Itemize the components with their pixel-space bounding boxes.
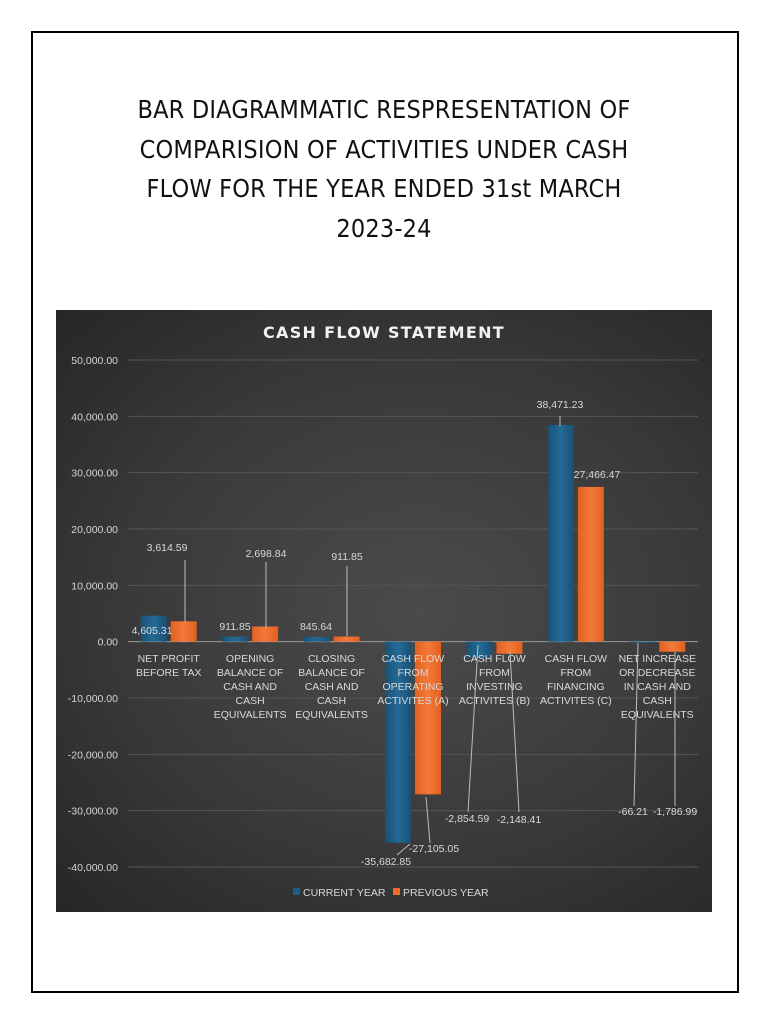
y-tick-label: -30,000.00 <box>68 806 118 818</box>
category-label: CASH FLOW <box>463 653 526 665</box>
category-label: CASH FLOW <box>382 653 445 665</box>
title-line: FLOW FOR THE YEAR ENDED 31st MARCH <box>146 174 622 203</box>
y-tick-label: 30,000.00 <box>71 468 118 480</box>
category-label: ACTIVITES (C) <box>540 695 612 707</box>
legend-label-previous-year: PREVIOUS YEAR <box>403 887 489 899</box>
category-label: CLOSING <box>308 653 355 665</box>
chart-panel: CASH FLOW STATEMENT 50,000.00 40,000.00 30… <box>56 310 712 912</box>
data-label-current-year: 845.64 <box>300 621 332 633</box>
title-line: BAR DIAGRAMMATIC RESPRESENTATION OF <box>137 95 631 124</box>
category-label: FROM <box>560 667 591 679</box>
category-label: CASH AND <box>305 681 359 693</box>
category-label: CASH AND <box>223 681 277 693</box>
category-label: NET PROFIT <box>138 653 201 665</box>
data-label-current-year: 4,605.31 <box>132 625 173 637</box>
data-label-current-year: 38,471.23 <box>537 399 584 411</box>
bar-previous-year <box>415 641 441 795</box>
bar-previous-year <box>333 636 360 642</box>
category-label: EQUIVALENTS <box>295 709 368 721</box>
category-label: BALANCE OF <box>217 667 284 679</box>
category-label: EQUIVALENTS <box>621 709 694 721</box>
data-label-previous-year: 2,698.84 <box>246 548 287 560</box>
chart-title: CASH FLOW STATEMENT <box>263 323 505 342</box>
category-label: BALANCE OF <box>298 667 365 679</box>
data-label-current-year: -35,682.85 <box>361 856 411 868</box>
bar-chart: CASH FLOW STATEMENT 50,000.00 40,000.00 30… <box>68 323 698 899</box>
y-tick-label: -20,000.00 <box>68 749 118 761</box>
bar-current-year <box>547 424 574 642</box>
bar-current-year <box>303 636 330 642</box>
data-label-current-year: -66.21 <box>618 806 648 818</box>
category-label: CASH FLOW <box>545 653 608 665</box>
category-label: NET INCREASE <box>619 653 696 665</box>
category-label: CASH <box>236 695 265 707</box>
category-label: ACTIVITES (B) <box>459 695 530 707</box>
y-tick-label: 0.00 <box>98 637 119 649</box>
data-label-previous-year: 911.85 <box>331 551 362 563</box>
category-label: OR DECREASE <box>619 667 695 679</box>
category-label: OPERATING <box>382 681 443 693</box>
y-tick-label: 40,000.00 <box>71 411 118 423</box>
category-label: FROM <box>398 667 429 679</box>
category-label: INVESTING <box>466 681 523 693</box>
data-label-previous-year: 27,466.47 <box>574 469 621 481</box>
y-tick-label: 50,000.00 <box>71 355 118 367</box>
page-border <box>31 31 739 993</box>
data-label-previous-year: 3,614.59 <box>147 542 188 554</box>
bar-current-year <box>466 641 493 658</box>
bar-previous-year <box>170 621 197 642</box>
category-label: OPENING <box>226 653 274 665</box>
legend-swatch-current-year <box>293 888 300 895</box>
bar-current-year <box>222 636 249 642</box>
y-tick-label: -40,000.00 <box>68 862 118 874</box>
legend-label-current-year: CURRENT YEAR <box>303 887 386 899</box>
category-label: FROM <box>479 667 510 679</box>
category-label: EQUIVALENTS <box>214 709 287 721</box>
data-label-current-year: -2,854.59 <box>445 813 490 825</box>
document-title: BAR DIAGRAMMATIC RESPRESENTATION OF COMP… <box>60 90 708 248</box>
title-line: 2023-24 <box>336 213 432 243</box>
y-tick-label: 10,000.00 <box>71 580 118 592</box>
bar-current-year <box>385 641 411 843</box>
bar-current-year <box>629 641 656 643</box>
category-label: FINANCING <box>547 681 605 693</box>
category-label: CASH <box>643 695 672 707</box>
bar-current-year <box>140 615 167 642</box>
bar-previous-year <box>252 626 279 642</box>
y-tick-label: 20,000.00 <box>71 524 118 536</box>
data-label-previous-year: -27,105.05 <box>409 843 459 855</box>
leader-line <box>509 651 520 813</box>
bar-previous-year <box>659 641 686 652</box>
data-label-previous-year: -2,148.41 <box>497 814 542 826</box>
title-line: COMPARISION OF ACTIVITIES UNDER CASH <box>139 134 629 164</box>
leader-line <box>467 644 479 813</box>
y-tick-label: -10,000.00 <box>68 693 118 705</box>
category-label: CASH <box>317 695 346 707</box>
leader-line <box>425 796 431 844</box>
legend-swatch-previous-year <box>393 888 400 895</box>
bar-previous-year <box>496 641 523 654</box>
category-label: IN CASH AND <box>624 681 692 693</box>
leader-line <box>396 843 411 856</box>
category-label: ACTIVITES (A) <box>377 695 448 707</box>
bar-previous-year <box>577 486 604 642</box>
category-label: BEFORE TAX <box>136 667 202 679</box>
leader-line <box>633 642 639 807</box>
data-label-previous-year: -1,786.99 <box>653 806 698 818</box>
data-label-current-year: 911.85 <box>219 621 250 633</box>
